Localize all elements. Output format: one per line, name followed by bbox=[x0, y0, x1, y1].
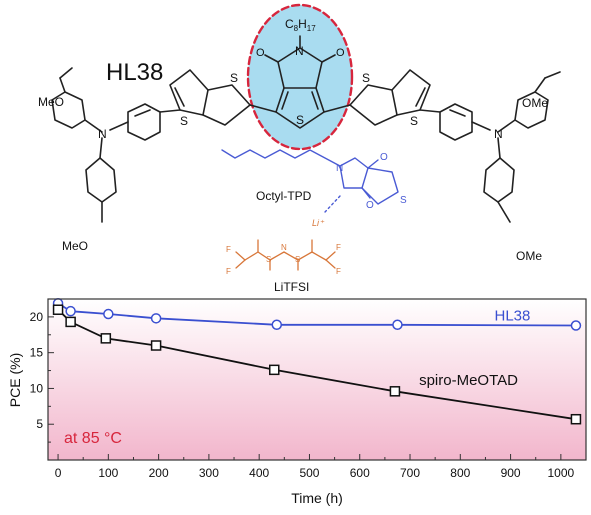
atom-s-core: S bbox=[296, 113, 304, 127]
x-tick-label: 200 bbox=[149, 466, 169, 480]
data-point bbox=[570, 413, 582, 425]
data-point bbox=[150, 313, 162, 324]
x-axis-label: Time (h) bbox=[291, 490, 343, 506]
methoxy-right-top: OMe bbox=[522, 96, 548, 110]
data-point bbox=[271, 319, 283, 331]
litfsi-atom-s2: S bbox=[295, 255, 300, 264]
x-tick-label: 600 bbox=[350, 466, 370, 480]
x-tick-label: 800 bbox=[450, 466, 470, 480]
series-label-spiro: spiro-MeOTAD bbox=[419, 372, 518, 389]
octyl-tpd-s: S bbox=[400, 195, 407, 206]
litfsi-label: LiTFSI bbox=[274, 280, 309, 294]
x-tick-label: 700 bbox=[400, 466, 420, 480]
x-tick-label: 1000 bbox=[548, 466, 575, 480]
pce-stability-chart: HL38 spiro-MeOTAD 0 100 200 300 400 500 600 700 8… bbox=[7, 298, 587, 506]
data-point bbox=[65, 316, 76, 328]
y-tick-label: 10 bbox=[30, 381, 44, 395]
litfsi-atom-f3: F bbox=[336, 243, 341, 252]
octyl-tpd-label: Octyl-TPD bbox=[256, 189, 312, 203]
atom-n-left: N bbox=[98, 127, 107, 141]
litfsi-salt bbox=[235, 239, 336, 271]
right-thienothiophene bbox=[323, 69, 441, 126]
octyl-tpd-o-bottom: O bbox=[366, 200, 374, 211]
tpd-core-highlight bbox=[246, 3, 354, 151]
left-thienothiophene bbox=[159, 69, 277, 126]
x-tick-label: 100 bbox=[98, 466, 118, 480]
data-point bbox=[100, 333, 112, 344]
litfsi-atom-n: N bbox=[281, 243, 287, 252]
atom-s-left-bottom: S bbox=[180, 114, 188, 128]
atom-n-right: N bbox=[494, 127, 503, 141]
atom-o-right: O bbox=[336, 47, 345, 59]
x-tick-label: 500 bbox=[299, 466, 319, 480]
plot-frame bbox=[47, 298, 587, 461]
series-layer: HL38 spiro-MeOTAD bbox=[52, 298, 582, 425]
methoxy-left-bottom: MeO bbox=[62, 239, 88, 253]
litfsi-atom-s1: S bbox=[266, 255, 271, 264]
data-point bbox=[65, 305, 76, 317]
atom-n-core: N bbox=[295, 44, 304, 58]
temperature-annotation: at 85 °C bbox=[64, 430, 122, 447]
litfsi-atom-f2: F bbox=[226, 267, 231, 276]
atom-s-right-bottom: S bbox=[410, 114, 418, 128]
y-tick-label: 15 bbox=[30, 346, 44, 360]
data-point bbox=[392, 319, 403, 331]
data-point bbox=[269, 364, 280, 376]
y-tick-label: 20 bbox=[30, 310, 44, 324]
tick-layer: 0 100 200 300 400 500 600 700 800 900 1000 5 10 15 20 bbox=[30, 310, 575, 480]
substituent-label: C8H17 bbox=[285, 17, 316, 33]
x-tick-label: 0 bbox=[55, 466, 62, 480]
left-triphenylamine bbox=[51, 67, 161, 223]
methoxy-left-top: MeO bbox=[38, 95, 64, 109]
hl38-molecule-structure bbox=[51, 3, 561, 271]
atom-s-left-top: S bbox=[230, 71, 238, 85]
data-point bbox=[52, 304, 64, 315]
data-point bbox=[103, 308, 114, 320]
li-ion-label: Li⁺ bbox=[312, 218, 325, 228]
data-point bbox=[389, 386, 401, 397]
methoxy-right-bottom: OMe bbox=[516, 249, 542, 263]
y-tick-label: 5 bbox=[36, 417, 43, 431]
compound-label: HL38 bbox=[106, 59, 163, 86]
octyl-tpd-o-top: O bbox=[380, 152, 388, 163]
data-point bbox=[150, 340, 162, 351]
x-tick-label: 300 bbox=[199, 466, 219, 480]
atom-o-left: O bbox=[256, 47, 265, 59]
series-label-hl38: HL38 bbox=[494, 307, 530, 324]
data-point bbox=[570, 320, 582, 331]
litfsi-atom-f1: F bbox=[226, 245, 231, 254]
octyl-tpd-n: N bbox=[336, 163, 343, 174]
y-axis-label: PCE (%) bbox=[7, 353, 23, 407]
x-tick-label: 400 bbox=[249, 466, 269, 480]
tpd-core bbox=[264, 35, 336, 129]
right-triphenylamine bbox=[439, 71, 561, 223]
molecule-labels: HL38 C8H17 N O O S S S S S N N MeO MeO O… bbox=[38, 17, 548, 294]
octyl-tpd-dopant bbox=[221, 149, 399, 213]
x-tick-label: 900 bbox=[501, 466, 521, 480]
litfsi-atom-f4: F bbox=[336, 267, 341, 276]
atom-s-right-top: S bbox=[362, 71, 370, 85]
